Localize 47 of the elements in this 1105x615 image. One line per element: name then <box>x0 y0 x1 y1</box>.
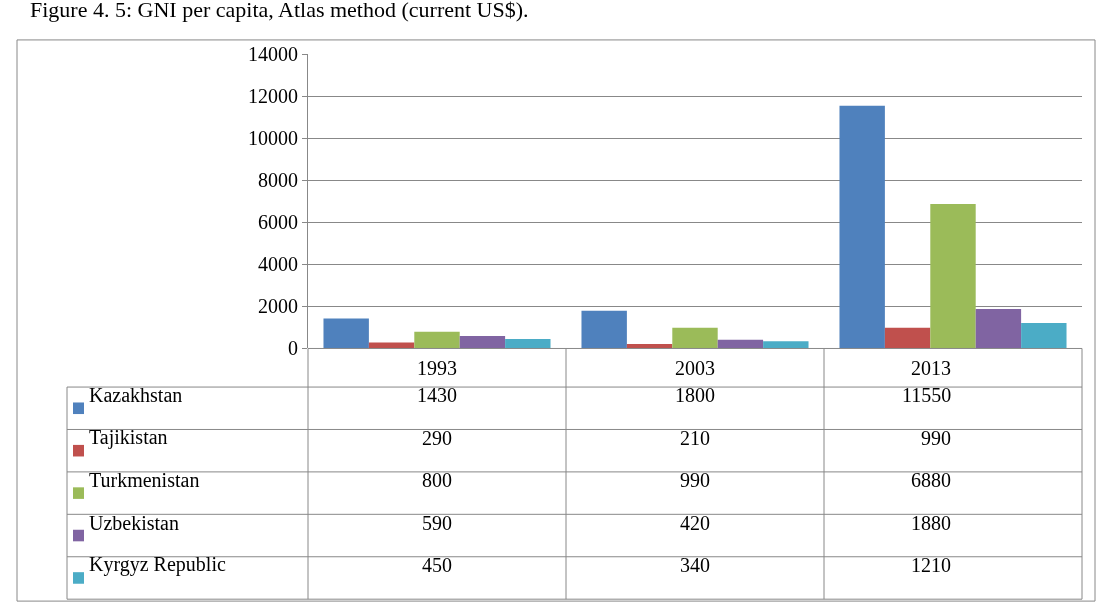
y-tick-label: 2000 <box>258 295 298 318</box>
y-tick-label: 10000 <box>248 127 298 150</box>
data-label: 990 <box>680 469 710 491</box>
y-tick-label: 4000 <box>258 253 298 276</box>
legend-label: Tajikistan <box>89 426 168 449</box>
legend-label: Turkmenistan <box>89 469 200 491</box>
bar <box>459 336 506 349</box>
bar <box>581 310 627 349</box>
x-tick-label: 2003 <box>675 357 715 379</box>
data-label: 1210 <box>911 554 951 576</box>
bar <box>717 339 764 349</box>
bar <box>505 339 551 349</box>
bar <box>323 318 369 349</box>
legend-label: Kazakhstan <box>89 384 183 406</box>
x-tick-label: 2013 <box>911 357 951 379</box>
y-tick-label: 6000 <box>258 211 298 234</box>
data-label: 420 <box>680 512 710 534</box>
chart-title: Figure 4. 5: GNI per capita, Atlas method (current US$). <box>30 0 529 23</box>
legend-label: Uzbekistan <box>89 512 179 534</box>
y-tick-label: 8000 <box>258 169 298 192</box>
bar <box>1021 323 1067 349</box>
bar <box>884 327 931 349</box>
bar <box>672 327 718 349</box>
data-label: 590 <box>422 512 452 534</box>
data-label: 6880 <box>911 469 951 491</box>
bar <box>763 341 809 349</box>
bar <box>930 203 976 349</box>
data-label: 1880 <box>911 512 951 534</box>
data-label: 1430 <box>417 384 457 406</box>
bar <box>414 331 460 349</box>
data-label: 340 <box>680 554 710 576</box>
data-label: 800 <box>422 469 452 491</box>
bar <box>626 344 673 349</box>
legend-label: Kyrgyz Republic <box>89 553 226 576</box>
y-tick-label: 12000 <box>248 85 298 108</box>
data-label: 990 <box>921 427 951 449</box>
y-tick-label: 0 <box>288 337 298 360</box>
data-label: 450 <box>422 554 452 576</box>
x-tick-label: 1993 <box>417 357 457 379</box>
y-tick-label: 14000 <box>248 43 298 66</box>
bar <box>368 342 415 349</box>
bar <box>975 308 1022 349</box>
data-label: 1800 <box>675 384 715 406</box>
bar <box>839 105 885 349</box>
data-label: 290 <box>422 427 452 449</box>
data-label: 11550 <box>902 384 952 406</box>
data-label: 210 <box>680 427 710 449</box>
